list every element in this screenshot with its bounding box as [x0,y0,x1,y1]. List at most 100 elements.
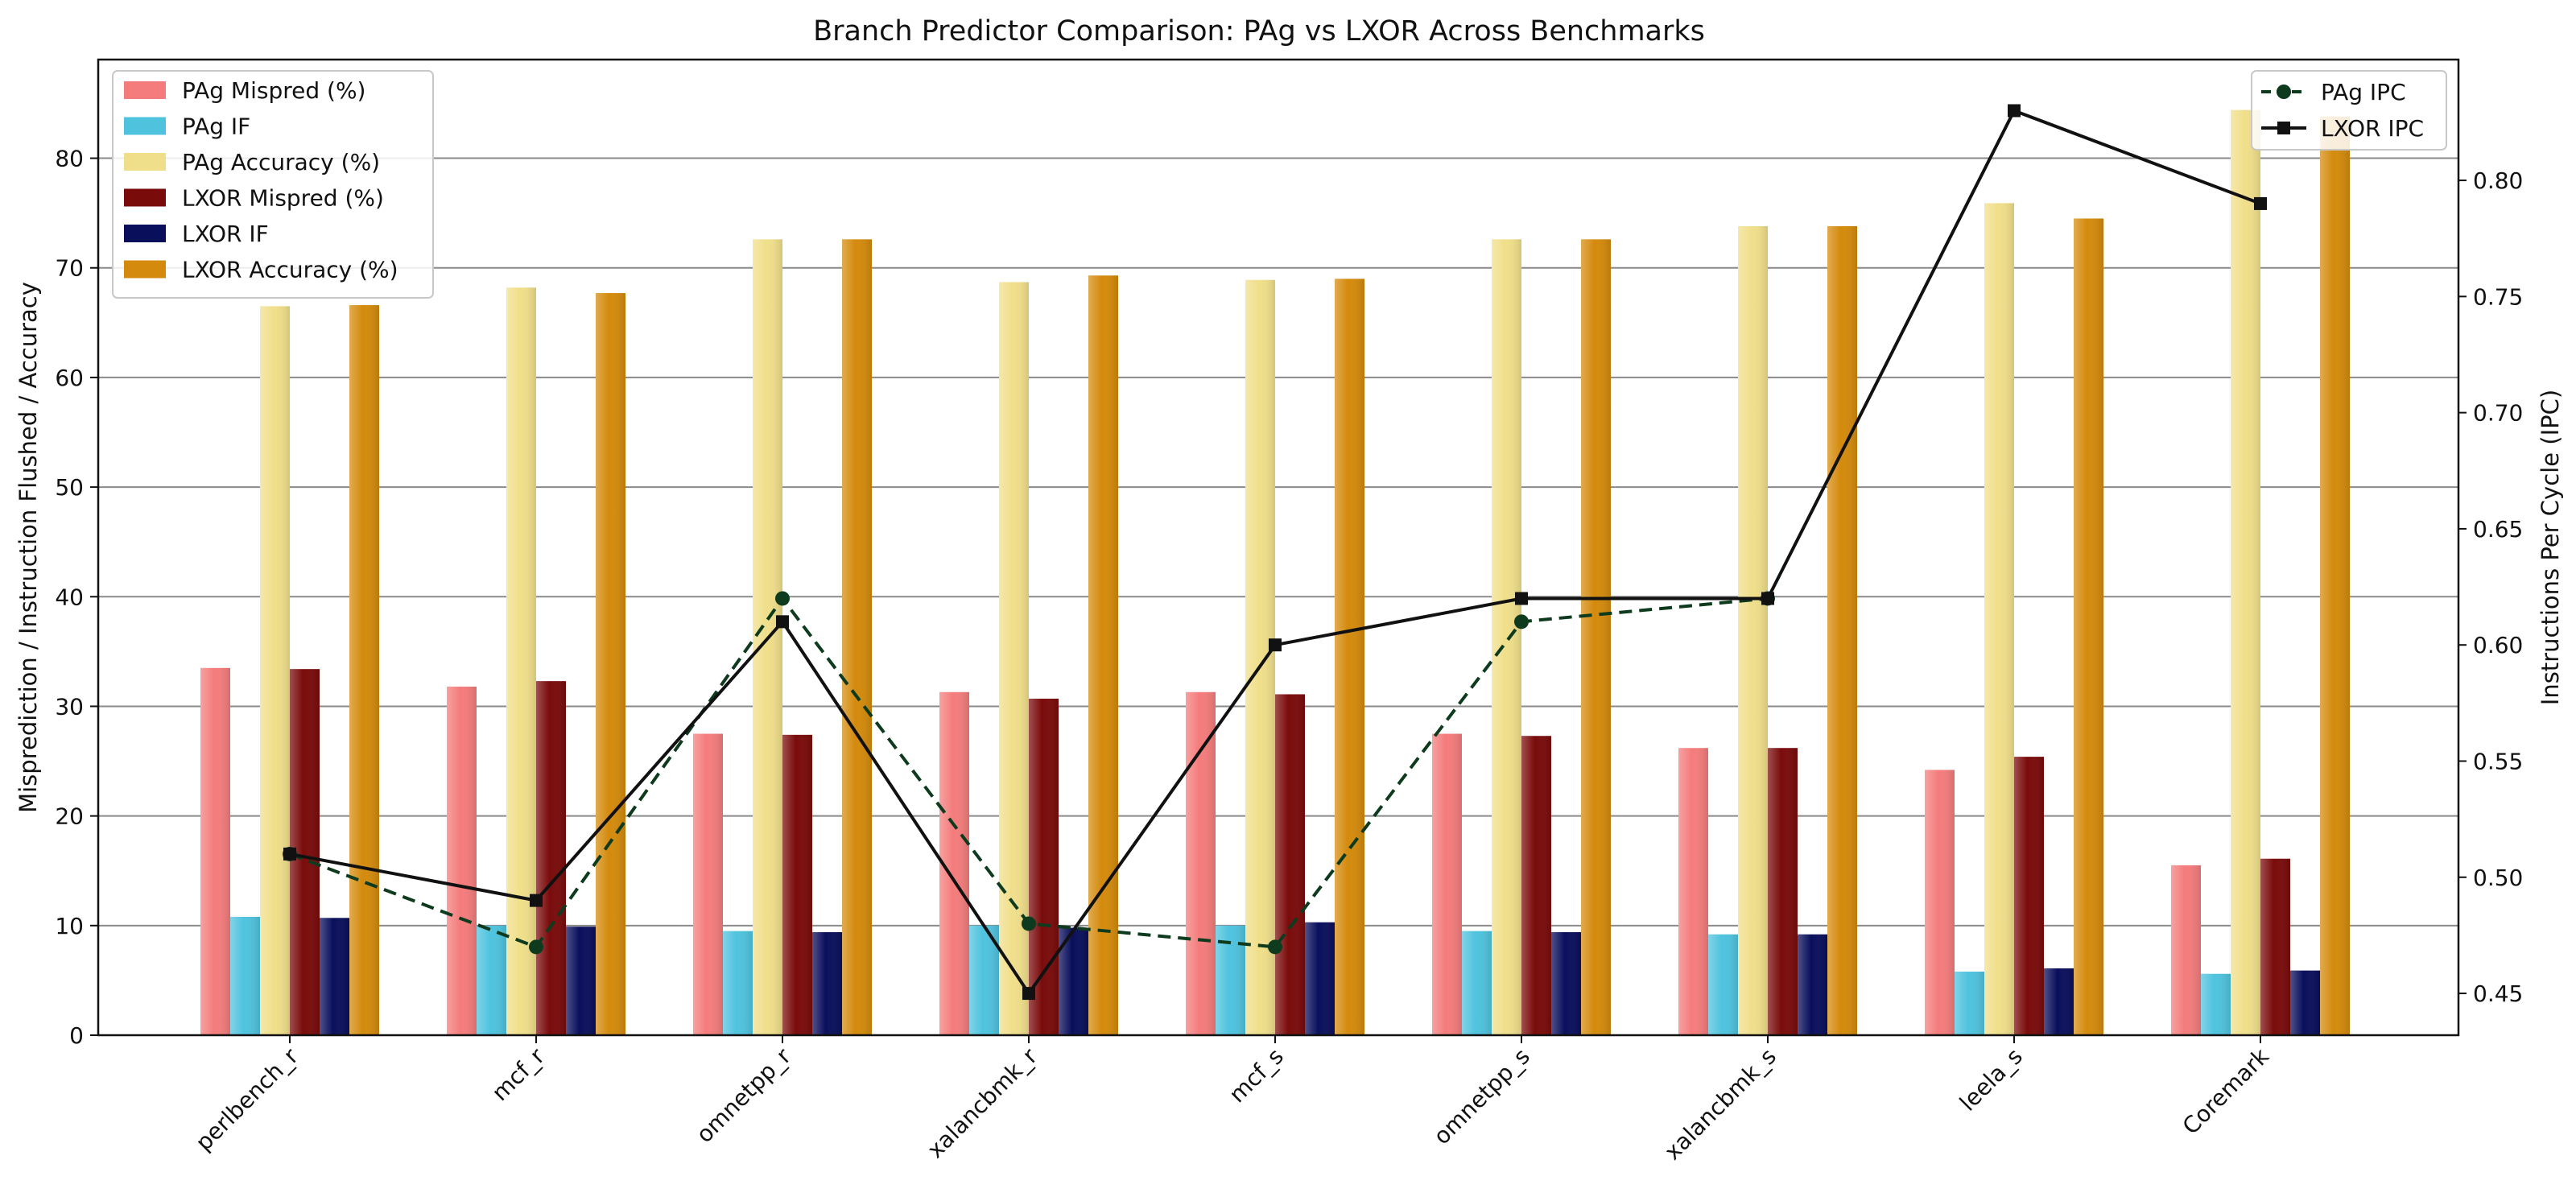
bar-shading [1738,225,1768,1035]
bar-shading [1678,748,1708,1035]
legend-label: LXOR Accuracy (%) [182,257,398,283]
ipc-point [1022,987,1035,1001]
bar-shading [1798,934,1827,1035]
ipc-point [1515,592,1528,605]
bar-shading [842,239,872,1035]
x-tick-label: Coremark [2178,1042,2275,1140]
bar-shading [1186,691,1216,1035]
y2-tick-label: 0.45 [2473,980,2523,1007]
x-tick-label: mcf_s [1224,1043,1289,1108]
legend-marker [2277,122,2290,134]
bar-shading [260,306,290,1035]
bars [200,109,2350,1036]
y2-axis-label: Instructions Per Cycle (IPC) [2537,390,2564,705]
y-tick-label: 30 [55,693,84,720]
y-tick-label: 40 [55,584,84,610]
series-lxor-mispred [290,669,2290,1035]
bar-shading [320,918,349,1035]
y-tick-label: 70 [55,255,84,282]
y-tick-label: 20 [55,803,84,830]
legend-label: PAg Accuracy (%) [182,149,380,175]
bar-shading [566,927,596,1035]
y2-tick-label: 0.60 [2473,632,2523,658]
bar-shading [2260,858,2290,1035]
legend-marker [2277,85,2291,99]
y-tick-label: 60 [55,365,84,391]
legend-lines: PAg IPC LXOR IPC [2251,70,2447,151]
y-tick-label: 10 [55,913,84,939]
bar-shading [230,916,260,1035]
y-axis-label: Misprediction / Instruction Flushed / Ac… [14,282,42,813]
bar-shading [1492,239,1521,1035]
ipc-point [529,939,543,955]
bar-shading [349,305,379,1035]
ipc-point [776,615,789,629]
bar-shading [1305,922,1335,1035]
bar-shading [782,734,812,1035]
bar-shading [536,681,566,1035]
bar-shading [1029,698,1059,1035]
ipc-point [1761,592,1774,605]
ipc-point [2254,196,2267,210]
bar-shading [1955,972,1984,1035]
bar-shading [1925,770,1955,1035]
legend-label: PAg IPC [2321,79,2406,105]
bar-shading [1551,931,1581,1035]
x-tick-label: xalancbmk_r [922,1042,1042,1163]
line-lxor-ipc [283,104,2267,1001]
legend-swatch [124,81,166,99]
ipc-lines [283,104,2267,1001]
ipc-point [775,591,790,606]
y2-tick-label: 0.50 [2473,865,2523,891]
bar-shading [2201,973,2231,1035]
x-tick-label: omnetpp_r [691,1042,797,1148]
y-tick-label: 80 [55,146,84,172]
bar-shading [2044,968,2074,1035]
legend-label: PAg Mispred (%) [182,77,365,104]
bar-shading [1521,736,1551,1035]
ipc-point [283,847,296,861]
y2-tick-label: 0.65 [2473,516,2523,543]
bar-shading [447,686,477,1035]
bar-shading [1768,748,1798,1035]
legend-box [112,70,434,299]
bar-shading [1088,275,1118,1035]
x-tick-label: omnetpp_s [1428,1043,1535,1150]
bar-shading [477,925,506,1035]
series-pag-accuracy [260,109,2260,1036]
bar-shading [1245,279,1275,1036]
bar-shading [1827,225,1857,1035]
legend-swatch [124,153,166,171]
ipc-point [2008,104,2021,118]
y2-tick-label: 0.80 [2473,167,2523,194]
y2-tick-label: 0.75 [2473,283,2523,310]
bar-shading [506,287,536,1036]
x-tick-label: mcf_r [486,1042,550,1106]
plot-frame [97,58,2460,1037]
bar-shading [1275,694,1305,1035]
bar-shading [812,931,842,1035]
y-tick-label: 0 [69,1022,84,1049]
bar-shading [200,667,230,1035]
bar-shading [1984,203,2014,1035]
y2-tick-label: 0.55 [2473,748,2523,774]
legend-label: LXOR IF [182,221,269,247]
bar-shading [1581,239,1611,1035]
legend-label: LXOR Mispred (%) [182,185,384,212]
bar-shading [2231,109,2260,1035]
series-pag-if [230,916,2231,1035]
ipc-point [530,894,543,907]
bar-shading [693,733,723,1035]
series-lxor-accuracy [349,116,2350,1035]
legend-swatch [124,117,166,135]
ipc-point [1268,939,1282,955]
legend-bars: PAg Mispred (%) PAg IF PAg Accuracy (%) LXO… [112,70,434,299]
legend-label: PAg IF [182,114,250,140]
x-tick-label: leela_s [1955,1043,2028,1117]
series-pag-mispred [200,667,2201,1035]
bar-shading [2074,218,2103,1035]
bar-shading [1708,934,1738,1035]
chart-title: Branch Predictor Comparison: PAg vs LXOR… [813,15,1705,47]
bar-shading [723,931,753,1035]
